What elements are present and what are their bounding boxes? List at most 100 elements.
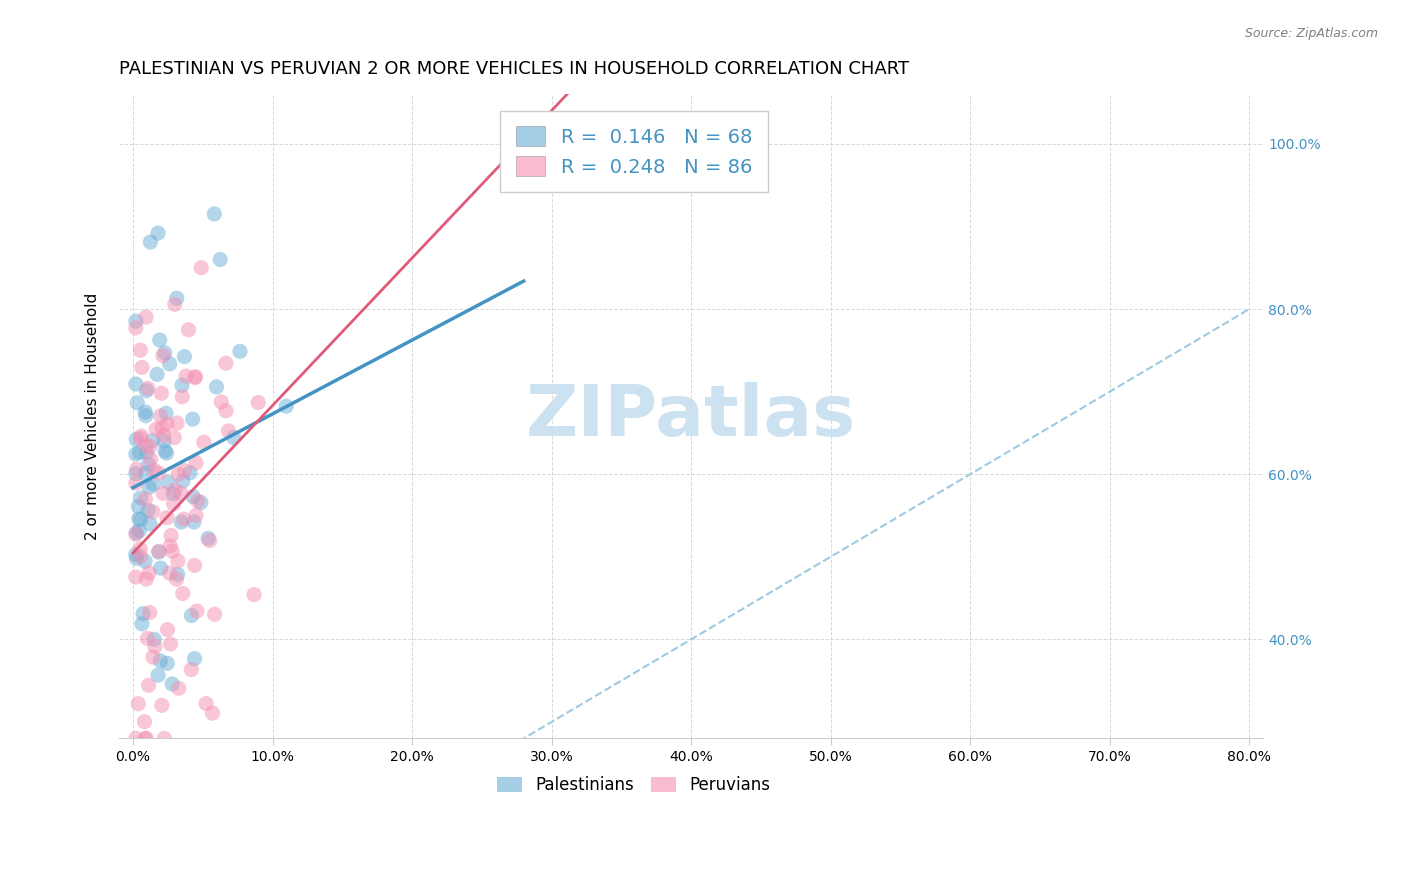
Peruvians bbox=[150, 698, 173, 713]
Peruvians bbox=[195, 697, 218, 711]
Palestinians bbox=[205, 380, 228, 394]
Palestinians bbox=[173, 350, 195, 364]
Palestinians bbox=[148, 545, 170, 559]
Palestinians bbox=[181, 412, 204, 426]
Palestinians bbox=[142, 477, 165, 491]
Palestinians bbox=[181, 490, 204, 504]
Peruvians bbox=[184, 456, 207, 470]
Peruvians bbox=[148, 466, 170, 480]
Peruvians bbox=[193, 435, 215, 450]
Palestinians bbox=[276, 399, 298, 413]
Peruvians bbox=[172, 586, 194, 600]
Peruvians bbox=[172, 390, 194, 404]
Peruvians bbox=[187, 494, 209, 508]
Palestinians bbox=[125, 447, 148, 461]
Peruvians bbox=[134, 714, 156, 729]
Palestinians bbox=[128, 512, 150, 526]
Peruvians bbox=[167, 681, 190, 696]
Peruvians bbox=[138, 678, 160, 692]
Palestinians bbox=[202, 207, 225, 221]
Palestinians bbox=[143, 632, 166, 647]
Peruvians bbox=[159, 539, 181, 553]
Palestinians bbox=[139, 235, 162, 249]
Palestinians bbox=[190, 495, 212, 509]
Peruvians bbox=[247, 395, 270, 409]
Peruvians bbox=[184, 508, 207, 523]
Peruvians bbox=[177, 323, 200, 337]
Palestinians bbox=[159, 357, 181, 371]
Palestinians bbox=[222, 430, 245, 444]
Palestinians bbox=[138, 480, 160, 494]
Palestinians bbox=[125, 525, 148, 540]
Peruvians bbox=[125, 462, 148, 476]
Palestinians bbox=[146, 668, 169, 682]
Peruvians bbox=[138, 566, 160, 580]
Peruvians bbox=[139, 452, 162, 467]
Peruvians bbox=[173, 464, 195, 478]
Palestinians bbox=[125, 467, 148, 481]
Peruvians bbox=[215, 404, 238, 418]
Peruvians bbox=[198, 533, 221, 548]
Peruvians bbox=[153, 731, 176, 746]
Peruvians bbox=[215, 356, 238, 370]
Palestinians bbox=[125, 376, 148, 391]
Palestinians bbox=[125, 433, 148, 447]
Peruvians bbox=[162, 497, 184, 511]
Palestinians bbox=[180, 608, 202, 623]
Palestinians bbox=[156, 657, 179, 671]
Peruvians bbox=[209, 395, 232, 409]
Palestinians bbox=[131, 616, 153, 631]
Peruvians bbox=[150, 420, 173, 434]
Palestinians bbox=[149, 654, 172, 668]
Peruvians bbox=[152, 428, 174, 442]
Palestinians bbox=[146, 368, 169, 382]
Legend: Palestinians, Peruvians: Palestinians, Peruvians bbox=[491, 770, 778, 801]
Peruvians bbox=[183, 558, 205, 573]
Palestinians bbox=[134, 405, 156, 419]
Palestinians bbox=[162, 486, 184, 500]
Peruvians bbox=[149, 409, 172, 423]
Peruvians bbox=[129, 541, 152, 556]
Peruvians bbox=[160, 544, 183, 558]
Peruvians bbox=[138, 606, 160, 620]
Peruvians bbox=[136, 381, 159, 395]
Palestinians bbox=[170, 378, 193, 392]
Peruvians bbox=[125, 321, 148, 335]
Peruvians bbox=[217, 424, 239, 438]
Peruvians bbox=[125, 476, 148, 491]
Peruvians bbox=[134, 731, 156, 746]
Peruvians bbox=[163, 431, 186, 445]
Peruvians bbox=[143, 463, 166, 477]
Peruvians bbox=[125, 570, 148, 584]
Palestinians bbox=[125, 314, 148, 328]
Palestinians bbox=[166, 567, 188, 582]
Text: Source: ZipAtlas.com: Source: ZipAtlas.com bbox=[1244, 27, 1378, 40]
Peruvians bbox=[186, 604, 208, 618]
Peruvians bbox=[167, 554, 190, 568]
Peruvians bbox=[159, 637, 181, 651]
Palestinians bbox=[128, 445, 150, 459]
Peruvians bbox=[167, 467, 190, 482]
Peruvians bbox=[148, 544, 170, 558]
Palestinians bbox=[146, 226, 169, 240]
Palestinians bbox=[149, 333, 172, 347]
Peruvians bbox=[139, 440, 162, 454]
Palestinians bbox=[160, 677, 183, 691]
Palestinians bbox=[183, 515, 205, 529]
Peruvians bbox=[243, 588, 266, 602]
Y-axis label: 2 or more Vehicles in Household: 2 or more Vehicles in Household bbox=[86, 293, 100, 540]
Peruvians bbox=[142, 650, 165, 665]
Peruvians bbox=[129, 432, 152, 446]
Peruvians bbox=[127, 697, 149, 711]
Palestinians bbox=[135, 384, 157, 398]
Peruvians bbox=[129, 429, 152, 443]
Palestinians bbox=[129, 512, 152, 526]
Peruvians bbox=[125, 731, 148, 746]
Palestinians bbox=[155, 446, 177, 460]
Peruvians bbox=[125, 527, 148, 541]
Palestinians bbox=[209, 252, 232, 267]
Palestinians bbox=[125, 551, 148, 566]
Peruvians bbox=[129, 549, 152, 564]
Peruvians bbox=[169, 486, 191, 500]
Peruvians bbox=[152, 349, 174, 363]
